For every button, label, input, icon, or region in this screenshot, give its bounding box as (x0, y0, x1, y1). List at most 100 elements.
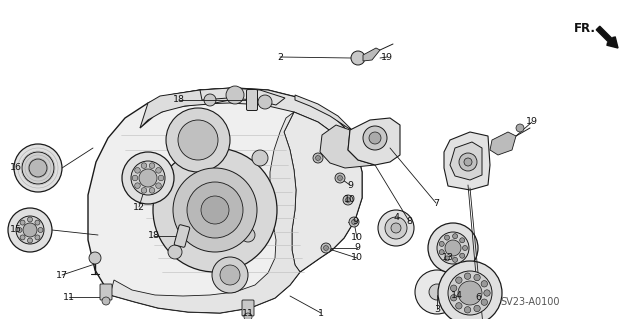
Circle shape (369, 132, 381, 144)
Text: 18: 18 (173, 95, 185, 105)
Text: 11: 11 (63, 293, 75, 301)
Circle shape (451, 294, 457, 301)
Circle shape (23, 223, 37, 237)
Polygon shape (88, 88, 362, 313)
Circle shape (363, 126, 387, 150)
Circle shape (445, 235, 449, 240)
Text: 10: 10 (351, 234, 363, 242)
Circle shape (351, 219, 356, 225)
Circle shape (141, 163, 147, 168)
Text: 19: 19 (526, 117, 538, 127)
Circle shape (134, 167, 140, 173)
Circle shape (89, 252, 101, 264)
Circle shape (141, 188, 147, 193)
Circle shape (220, 265, 240, 285)
Text: 10: 10 (344, 196, 356, 204)
Circle shape (484, 290, 490, 296)
Circle shape (134, 183, 140, 189)
Text: 3: 3 (434, 305, 440, 314)
Circle shape (438, 261, 502, 319)
Circle shape (212, 257, 248, 293)
Polygon shape (490, 132, 516, 155)
Circle shape (35, 220, 40, 225)
Circle shape (481, 281, 488, 287)
Circle shape (28, 217, 33, 222)
Circle shape (465, 273, 471, 279)
Text: 6: 6 (475, 293, 481, 302)
Circle shape (459, 153, 477, 171)
Circle shape (474, 305, 480, 312)
Circle shape (448, 271, 492, 315)
Polygon shape (110, 112, 300, 313)
Circle shape (437, 232, 469, 264)
Circle shape (428, 223, 478, 273)
Circle shape (337, 175, 342, 181)
Polygon shape (444, 132, 490, 190)
Polygon shape (200, 88, 285, 105)
Circle shape (258, 95, 272, 109)
Circle shape (131, 161, 165, 195)
FancyBboxPatch shape (100, 284, 112, 300)
Circle shape (451, 285, 457, 292)
Circle shape (139, 169, 157, 187)
Circle shape (8, 208, 52, 252)
Circle shape (415, 270, 459, 314)
Circle shape (429, 284, 445, 300)
Circle shape (460, 238, 465, 243)
Text: 17: 17 (56, 271, 68, 279)
Circle shape (445, 256, 449, 261)
Polygon shape (348, 118, 400, 165)
Text: 8: 8 (406, 217, 412, 226)
Circle shape (351, 51, 365, 65)
Circle shape (173, 168, 257, 252)
Circle shape (458, 281, 482, 305)
Circle shape (252, 150, 268, 166)
Polygon shape (284, 112, 362, 272)
Text: 9: 9 (347, 181, 353, 189)
Circle shape (464, 158, 472, 166)
Text: 13: 13 (442, 254, 454, 263)
Text: 18: 18 (148, 232, 160, 241)
Circle shape (241, 228, 255, 242)
Circle shape (474, 274, 480, 281)
Circle shape (166, 108, 230, 172)
Circle shape (378, 210, 414, 246)
Text: 12: 12 (133, 203, 145, 211)
Circle shape (460, 253, 465, 258)
Circle shape (132, 175, 138, 181)
Circle shape (452, 234, 458, 239)
Circle shape (343, 195, 353, 205)
Circle shape (439, 249, 444, 255)
Circle shape (156, 183, 161, 189)
Circle shape (149, 188, 155, 193)
Circle shape (156, 167, 161, 173)
FancyBboxPatch shape (242, 300, 254, 316)
Circle shape (122, 152, 174, 204)
FancyArrow shape (596, 26, 618, 48)
Circle shape (14, 144, 62, 192)
Circle shape (35, 235, 40, 240)
Polygon shape (320, 125, 375, 168)
Circle shape (149, 179, 161, 191)
Circle shape (149, 163, 155, 168)
Circle shape (346, 197, 351, 203)
Circle shape (38, 227, 43, 233)
Circle shape (17, 227, 22, 233)
Text: 7: 7 (433, 198, 439, 207)
Text: 19: 19 (381, 53, 393, 62)
Circle shape (178, 120, 218, 160)
Circle shape (349, 217, 359, 227)
Text: 9: 9 (352, 218, 358, 226)
Circle shape (321, 243, 331, 253)
Text: FR.: FR. (574, 21, 596, 34)
Circle shape (313, 153, 323, 163)
Circle shape (22, 152, 54, 184)
Text: 9: 9 (354, 243, 360, 253)
Circle shape (20, 235, 25, 240)
Text: 2: 2 (277, 53, 283, 62)
Circle shape (16, 216, 44, 244)
Text: 1: 1 (318, 308, 324, 317)
Polygon shape (450, 142, 482, 180)
Circle shape (445, 240, 461, 256)
Text: 15: 15 (10, 226, 22, 234)
